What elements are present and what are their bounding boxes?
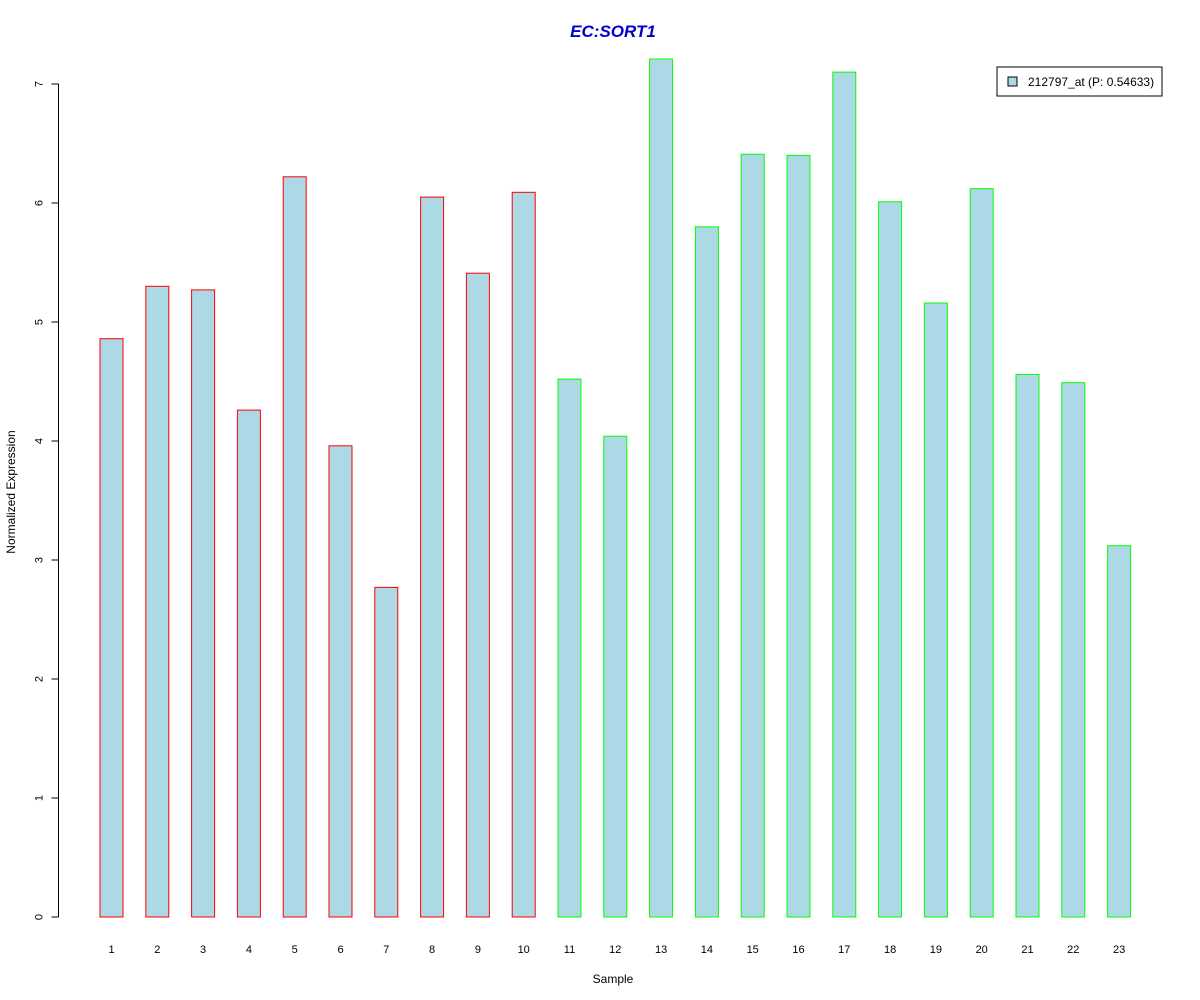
x-tick-label: 19: [930, 944, 942, 956]
x-tick-labels: 1 2 3 4 5 6 7 8 9 10 11 12 13 14 15 16 17 18 19 20 21 22 23: [108, 944, 1125, 956]
x-tick-label: 11: [564, 944, 575, 956]
x-tick-label: 8: [429, 944, 435, 956]
y-tick-label: 4: [34, 438, 46, 444]
x-tick-label: 1: [108, 944, 114, 956]
bar: [649, 58, 674, 918]
bar: [878, 201, 903, 918]
bar: [328, 445, 353, 918]
y-axis-label: Normalized Expression: [4, 430, 18, 553]
bar: [191, 289, 216, 918]
bar: [99, 338, 124, 918]
bar: [969, 188, 994, 918]
bar: [557, 378, 582, 918]
x-axis-label: Sample: [593, 972, 634, 986]
x-tick-label: 2: [154, 944, 160, 956]
y-tick-label: 2: [34, 676, 46, 682]
y-tick-label: 7: [34, 81, 46, 87]
y-tick-label: 5: [34, 319, 46, 325]
bar: [1061, 382, 1086, 918]
bar: [923, 302, 948, 918]
bar: [694, 226, 719, 918]
bar: [786, 154, 811, 918]
legend-box: [996, 66, 1163, 97]
x-tick-label: 21: [1021, 944, 1033, 956]
x-tick-label: 9: [475, 944, 481, 956]
x-tick-label: 13: [655, 944, 667, 956]
bar: [603, 435, 628, 918]
bar: [1015, 373, 1040, 918]
bar: [374, 586, 399, 918]
x-tick-label: 20: [976, 944, 988, 956]
legend-swatch: [1007, 76, 1018, 87]
x-tick-label: 15: [747, 944, 759, 956]
bars-group: [99, 58, 1132, 918]
x-tick-label: 4: [246, 944, 252, 956]
bar: [465, 272, 490, 918]
x-tick-label: 3: [200, 944, 206, 956]
x-tick-label: 22: [1067, 944, 1079, 956]
y-tick-label: 3: [34, 557, 46, 563]
bar: [236, 409, 261, 918]
y-tick-label: 6: [34, 200, 46, 206]
bar: [1107, 545, 1132, 918]
bar: [145, 285, 170, 918]
chart-title: EC:SORT1: [570, 22, 656, 41]
x-tick-label: 10: [518, 944, 530, 956]
bar: [740, 153, 765, 918]
legend: 212797_at (P: 0.54633): [996, 66, 1163, 97]
bar: [282, 176, 307, 918]
bar: [832, 71, 857, 918]
y-tick-label: 1: [34, 795, 46, 801]
y-tick-label: 0: [34, 914, 46, 920]
x-tick-label: 7: [383, 944, 389, 956]
x-tick-label: 17: [838, 944, 850, 956]
bar: [511, 191, 536, 918]
x-tick-label: 14: [701, 944, 713, 956]
x-tick-label: 5: [292, 944, 298, 956]
x-tick-label: 16: [792, 944, 804, 956]
y-axis: 0 1 2 3 4 5 6 7: [34, 81, 59, 920]
x-tick-label: 6: [337, 944, 343, 956]
bar: [420, 196, 445, 918]
legend-label: 212797_at (P: 0.54633): [1028, 75, 1154, 89]
x-tick-label: 18: [884, 944, 896, 956]
x-tick-label: 12: [609, 944, 621, 956]
x-tick-label: 23: [1113, 944, 1125, 956]
